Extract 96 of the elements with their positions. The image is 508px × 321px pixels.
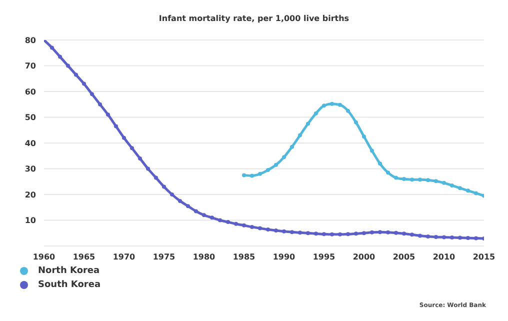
x-tick-label: 1970 bbox=[112, 252, 136, 262]
point bbox=[290, 144, 294, 149]
point bbox=[370, 148, 374, 153]
y-tick-label: 40 bbox=[24, 138, 36, 148]
point bbox=[330, 102, 334, 106]
y-tick-label: 80 bbox=[24, 36, 36, 45]
x-tick-label: 1960 bbox=[32, 252, 56, 262]
point bbox=[242, 173, 246, 178]
point bbox=[298, 133, 302, 138]
point bbox=[266, 228, 270, 232]
point bbox=[202, 213, 206, 218]
point bbox=[122, 136, 126, 140]
point bbox=[90, 92, 94, 96]
point bbox=[418, 178, 422, 182]
x-tick-label: 1990 bbox=[272, 252, 296, 262]
point bbox=[154, 176, 158, 180]
point bbox=[362, 134, 366, 139]
point bbox=[410, 232, 414, 237]
point bbox=[394, 230, 398, 235]
point bbox=[274, 228, 278, 233]
point bbox=[74, 72, 78, 77]
legend-label: South Korea bbox=[38, 280, 101, 290]
point bbox=[170, 192, 174, 196]
point bbox=[258, 226, 262, 230]
x-tick-label: 1965 bbox=[72, 252, 96, 262]
point bbox=[458, 186, 462, 190]
point bbox=[234, 222, 238, 226]
point bbox=[162, 184, 166, 189]
x-tick-label: 2000 bbox=[352, 252, 376, 262]
x-tick-label: 2015 bbox=[472, 252, 496, 262]
point bbox=[178, 198, 182, 203]
point bbox=[106, 112, 110, 117]
point bbox=[354, 232, 358, 236]
point bbox=[186, 204, 190, 208]
point bbox=[194, 209, 198, 214]
point bbox=[442, 235, 446, 240]
point bbox=[306, 122, 310, 126]
point bbox=[442, 180, 446, 185]
y-tick-label: 70 bbox=[24, 62, 36, 71]
y-tick-label: 50 bbox=[24, 113, 36, 122]
point bbox=[298, 230, 302, 235]
x-tick-label: 2005 bbox=[392, 252, 416, 262]
x-tick-label: 1975 bbox=[152, 252, 176, 262]
point bbox=[250, 174, 254, 178]
point bbox=[50, 46, 54, 50]
point bbox=[210, 216, 214, 220]
line-series bbox=[44, 40, 484, 241]
point bbox=[418, 234, 422, 238]
point bbox=[338, 102, 342, 107]
point bbox=[378, 162, 382, 166]
chart-title: Infant mortality rate, per 1,000 live births bbox=[158, 13, 350, 25]
point bbox=[314, 111, 318, 116]
point bbox=[282, 229, 286, 234]
point bbox=[434, 179, 438, 184]
point bbox=[386, 170, 390, 175]
point bbox=[274, 162, 278, 167]
point bbox=[266, 168, 270, 172]
y-tick-label: 30 bbox=[24, 164, 36, 174]
point bbox=[322, 104, 326, 108]
point bbox=[250, 224, 254, 229]
x-tick-label: 1995 bbox=[312, 252, 336, 262]
point bbox=[114, 124, 118, 128]
point bbox=[458, 236, 462, 240]
point bbox=[290, 230, 294, 234]
x-tick-label: 1980 bbox=[192, 252, 216, 262]
x-tick-label: 1985 bbox=[232, 252, 256, 262]
y-tick-label: 60 bbox=[24, 87, 36, 96]
point bbox=[346, 108, 350, 113]
x-tick-label: 2010 bbox=[432, 252, 456, 262]
point bbox=[362, 231, 366, 236]
point bbox=[226, 220, 230, 224]
legend-label: North Korea bbox=[38, 266, 100, 276]
point bbox=[466, 188, 470, 193]
point bbox=[394, 176, 398, 180]
point bbox=[354, 120, 358, 124]
point bbox=[130, 146, 134, 150]
point bbox=[306, 231, 310, 236]
point bbox=[58, 54, 62, 59]
point bbox=[314, 232, 318, 236]
point bbox=[98, 102, 102, 106]
point bbox=[218, 218, 222, 222]
point bbox=[258, 172, 262, 176]
point bbox=[474, 191, 478, 196]
point bbox=[242, 223, 246, 228]
point bbox=[66, 64, 70, 68]
point bbox=[426, 178, 430, 182]
point bbox=[282, 155, 286, 160]
y-tick-label: 10 bbox=[24, 216, 36, 226]
point bbox=[146, 166, 150, 171]
point bbox=[474, 236, 478, 240]
point bbox=[410, 178, 414, 182]
point bbox=[402, 232, 406, 236]
point bbox=[450, 183, 454, 188]
point bbox=[82, 82, 86, 86]
y-tick-label: 20 bbox=[24, 190, 36, 200]
point bbox=[138, 156, 142, 160]
